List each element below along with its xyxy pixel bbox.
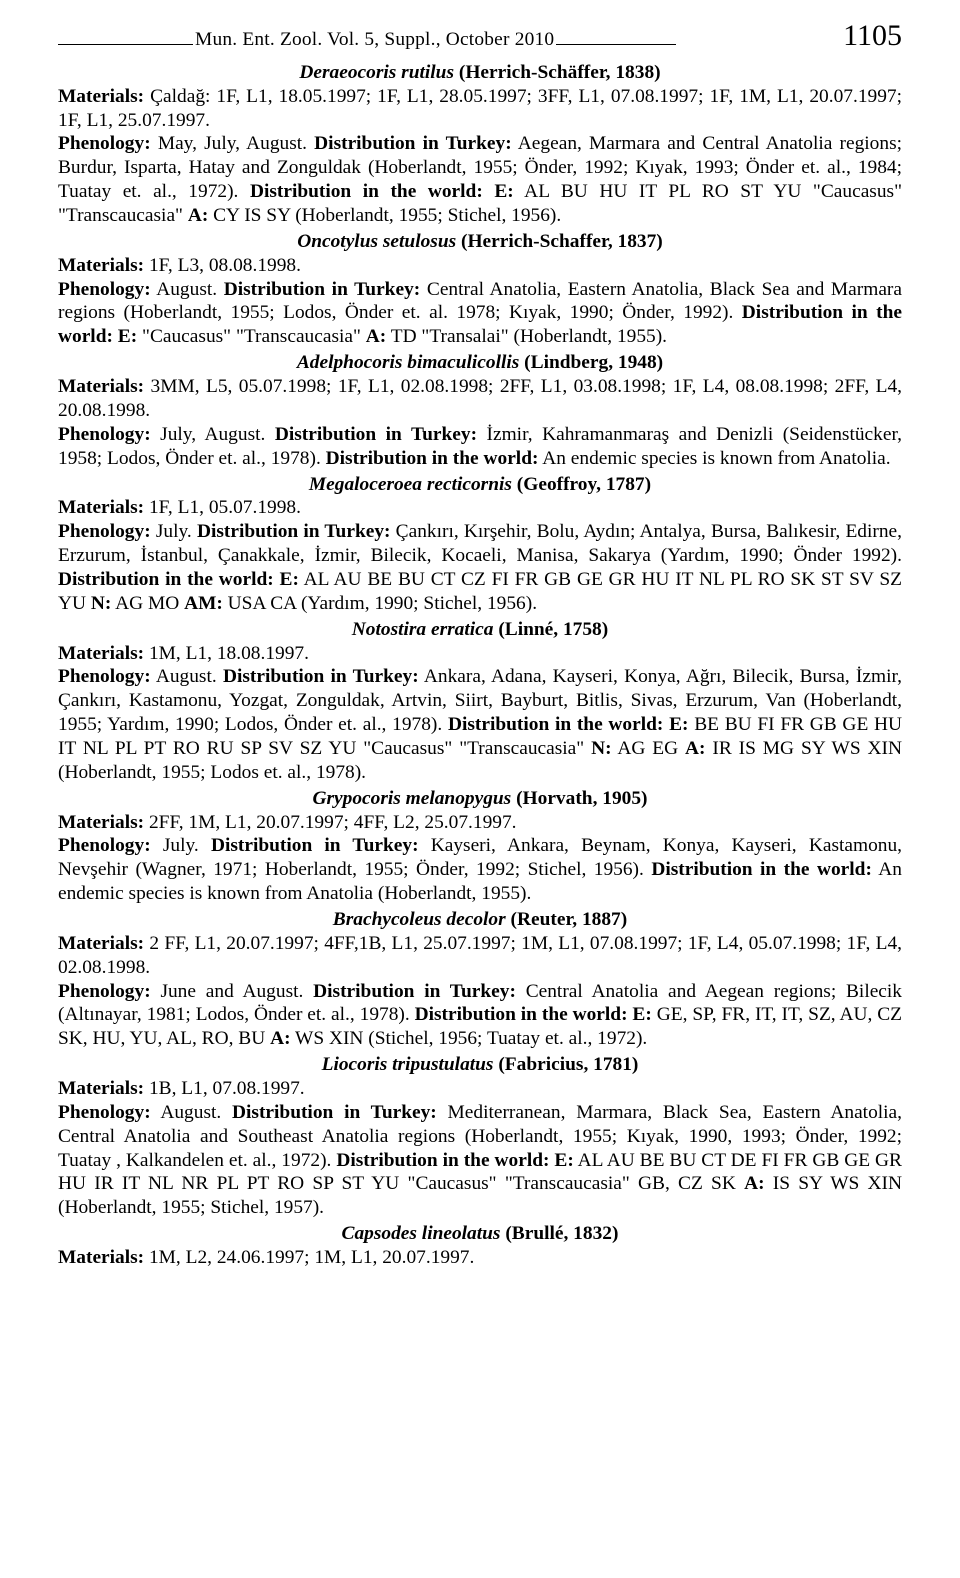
materials-line: Materials: Çaldağ: 1F, L1, 18.05.1997; 1… [58, 85, 902, 133]
species-title: Brachycoleus decolor (Reuter, 1887) [58, 908, 902, 932]
materials-line: Materials: 3MM, L5, 05.07.1998; 1F, L1, … [58, 375, 902, 423]
page-number: 1105 [831, 18, 902, 55]
distribution-line: Phenology: August. Distribution in Turke… [58, 278, 902, 350]
species-title: Notostira erratica (Linné, 1758) [58, 618, 902, 642]
running-head: Mun. Ent. Zool. Vol. 5, Suppl., October … [58, 18, 902, 55]
journal-header: Mun. Ent. Zool. Vol. 5, Suppl., October … [58, 28, 676, 52]
materials-line: Materials: 1F, L3, 08.08.1998. [58, 254, 902, 278]
species-title: Adelphocoris bimaculicollis (Lindberg, 1… [58, 351, 902, 375]
materials-line: Materials: 1M, L1, 18.08.1997. [58, 642, 902, 666]
materials-line: Materials: 2FF, 1M, L1, 20.07.1997; 4FF,… [58, 811, 902, 835]
page: Mun. Ent. Zool. Vol. 5, Suppl., October … [0, 0, 960, 1578]
species-title: Liocoris tripustulatus (Fabricius, 1781) [58, 1053, 902, 1077]
species-title: Megaloceroea recticornis (Geoffroy, 1787… [58, 473, 902, 497]
materials-line: Materials: 1M, L2, 24.06.1997; 1M, L1, 2… [58, 1246, 902, 1270]
distribution-line: Phenology: August. Distribution in Turke… [58, 665, 902, 784]
species-title: Grypocoris melanopygus (Horvath, 1905) [58, 787, 902, 811]
distribution-line: Phenology: May, July, August. Distributi… [58, 132, 902, 227]
materials-line: Materials: 2 FF, L1, 20.07.1997; 4FF,1B,… [58, 932, 902, 980]
materials-line: Materials: 1F, L1, 05.07.1998. [58, 496, 902, 520]
species-title: Oncotylus setulosus (Herrich-Schaffer, 1… [58, 230, 902, 254]
materials-line: Materials: 1B, L1, 07.08.1997. [58, 1077, 902, 1101]
distribution-line: Phenology: July. Distribution in Turkey:… [58, 834, 902, 906]
distribution-line: Phenology: July, August. Distribution in… [58, 423, 902, 471]
species-title: Deraeocoris rutilus (Herrich-Schäffer, 1… [58, 61, 902, 85]
species-title: Capsodes lineolatus (Brullé, 1832) [58, 1222, 902, 1246]
distribution-line: Phenology: August. Distribution in Turke… [58, 1101, 902, 1220]
distribution-line: Phenology: June and August. Distribution… [58, 980, 902, 1052]
distribution-line: Phenology: July. Distribution in Turkey:… [58, 520, 902, 615]
